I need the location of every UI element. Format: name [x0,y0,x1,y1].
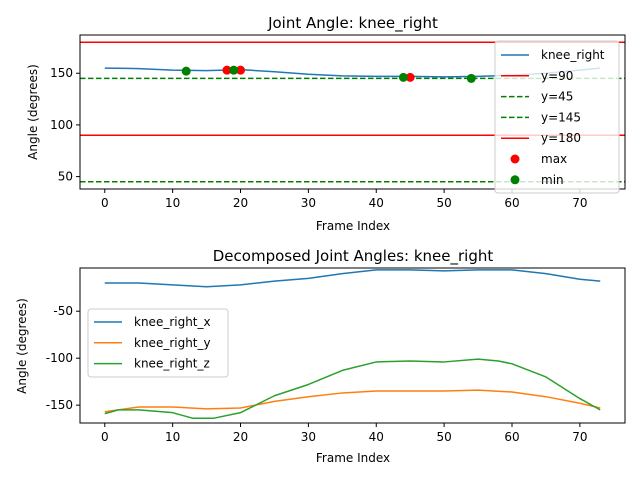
chart-bottom-x-tick-label-1: 10 [165,430,180,444]
chart-top-y-tick-label-2: 150 [50,66,73,80]
chart-top-legend-label-5: max [541,152,567,166]
chart-top-legend-label-0: knee_right [541,48,605,62]
chart-top-markers [181,65,476,83]
chart-bottom-legend-label-2: knee_right_z [134,357,210,371]
chart-bottom-legend-box [87,308,229,378]
chart-bottom-legend: knee_right_x knee_right_y knee_right_z [87,308,229,378]
chart-top-min-point-3 [466,73,476,83]
chart-top-legend-swatch-6 [510,175,520,185]
chart-bottom-y-tick-label-1: -100 [46,351,73,365]
chart-top-x-axis-label: Frame Index [316,219,390,233]
chart-top: Joint Angle: knee_right 0 10 20 30 40 50 60 70 … [26,14,626,233]
chart-bottom-x-tick-label-2: 20 [233,430,248,444]
chart-top-x-tick-label-6: 60 [504,196,519,210]
chart-bottom-legend-items: knee_right_x knee_right_y knee_right_z [94,315,211,371]
chart-top-x-tick-label-7: 70 [572,196,587,210]
chart-bottom-x-tick-label-7: 70 [572,430,587,444]
chart-bottom-legend-label-0: knee_right_x [134,315,211,329]
chart-top-legend: knee_right y=90 y=45 y=145 y=180 max min [494,40,620,194]
chart-bottom-x-axis-label: Frame Index [316,451,390,465]
chart-bottom-legend-label-1: knee_right_y [134,336,211,350]
chart-top-x-tick-label-1: 10 [165,196,180,210]
chart-bottom-series-line-2 [104,358,601,420]
chart-bottom-x-tick-label-6: 60 [504,430,519,444]
chart-top-legend-label-1: y=90 [541,69,573,83]
chart-top-legend-swatch-5 [510,154,520,164]
chart-top-title: Joint Angle: knee_right [267,14,438,33]
chart-top-x-tick-label-0: 0 [101,196,109,210]
chart-top-legend-label-4: y=180 [541,131,581,145]
chart-top-min-point-2 [398,72,408,82]
chart-bottom-x-tick-label-4: 40 [369,430,384,444]
chart-top-x-tick-label-5: 50 [436,196,451,210]
chart-bottom-x-tick-label-5: 50 [436,430,451,444]
chart-top-max-point-0 [222,65,232,75]
chart-top-x-ticks: 0 10 20 30 40 50 60 70 [101,189,588,210]
chart-bottom: Decomposed Joint Angles: knee_right 0 10 2… [15,247,626,465]
chart-bottom-plot-area [104,269,601,420]
chart-top-legend-box [494,40,620,194]
chart-top-y-ticks: 50 100 150 [50,66,80,184]
chart-top-legend-items: knee_right y=90 y=45 y=145 y=180 max min [501,48,605,187]
chart-top-legend-label-2: y=45 [541,90,573,104]
chart-top-min-point-0 [181,66,191,76]
chart-top-x-tick-label-3: 30 [301,196,316,210]
chart-bottom-y-axis-label: Angle (degrees) [15,298,29,394]
chart-top-x-tick-label-2: 20 [233,196,248,210]
chart-bottom-x-ticks: 0 10 20 30 40 50 60 70 [101,423,588,444]
chart-bottom-series-line-0 [104,269,601,288]
chart-bottom-y-tick-label-2: -150 [46,398,73,412]
chart-top-min-point-1 [229,65,239,75]
chart-bottom-x-tick-label-3: 30 [301,430,316,444]
chart-top-y-tick-label-0: 50 [58,170,73,184]
chart-top-frame [79,34,626,190]
chart-top-y-axis-label: Angle (degrees) [26,64,40,160]
chart-bottom-series-line-1 [104,389,601,413]
chart-bottom-y-tick-label-0: -50 [53,304,73,318]
chart-top-x-tick-label-4: 40 [369,196,384,210]
chart-top-max-point-1 [236,65,246,75]
chart-top-legend-label-3: y=145 [541,110,581,124]
chart-bottom-x-tick-label-0: 0 [101,430,109,444]
chart-top-legend-label-6: min [541,173,564,187]
chart-bottom-y-ticks: -50 -100 -150 [46,304,80,412]
chart-top-max-point-2 [405,72,415,82]
chart-bottom-series [104,269,601,420]
chart-bottom-frame [79,267,626,424]
chart-bottom-title: Decomposed Joint Angles: knee_right [213,247,494,266]
chart-top-y-tick-label-1: 100 [50,118,73,132]
